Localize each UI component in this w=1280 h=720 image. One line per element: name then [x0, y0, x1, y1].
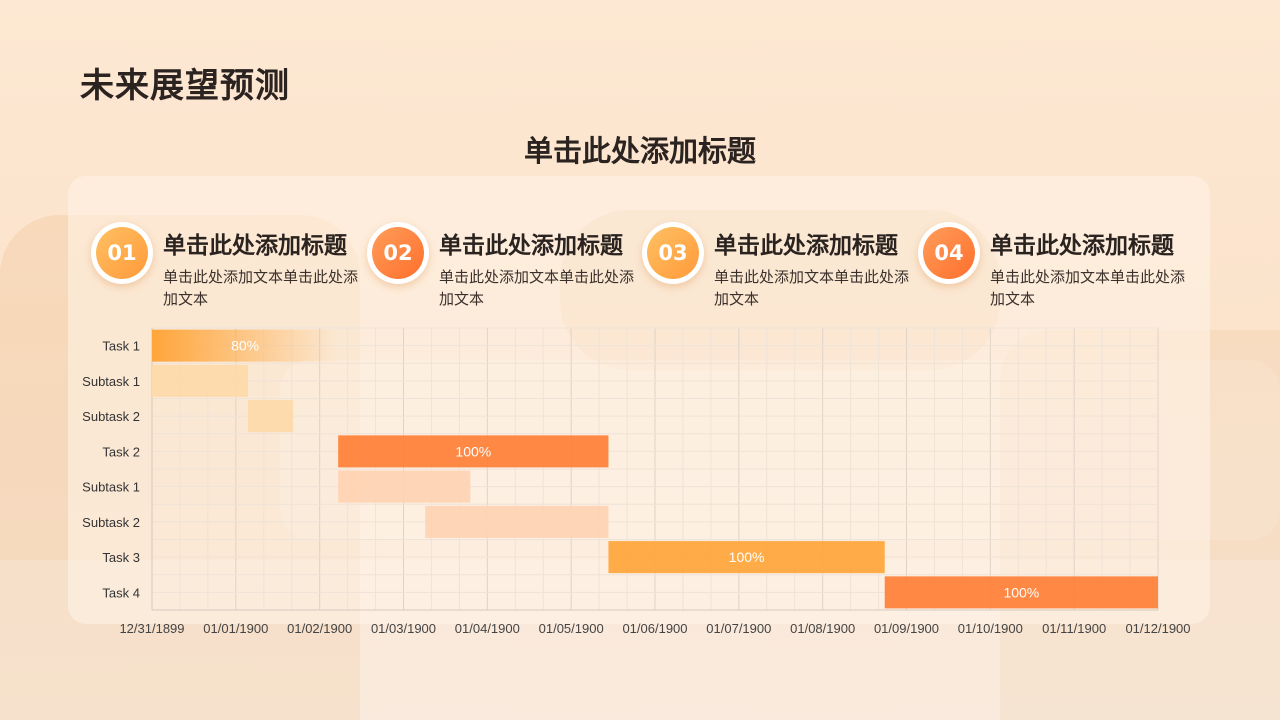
card-text: 单击此处添加文本单击此处添加文本	[990, 268, 1186, 308]
gantt-bar	[425, 505, 609, 538]
bar-progress-label: 80%	[231, 338, 259, 354]
number-badge: 02	[367, 222, 429, 284]
task-label: Subtask 2	[82, 409, 140, 424]
gantt-bar	[248, 400, 294, 433]
task-label: Task 2	[102, 444, 140, 459]
task-label: Subtask 1	[82, 480, 140, 495]
card-title: 单击此处添加标题	[714, 233, 898, 259]
number-badge: 01	[91, 222, 153, 284]
x-tick-label: 01/12/1900	[1125, 621, 1190, 636]
x-tick-label: 01/04/1900	[455, 621, 520, 636]
task-label: Subtask 2	[82, 515, 140, 530]
badge-number: 01	[96, 227, 148, 279]
badge-number: 02	[372, 227, 424, 279]
feature-card-3: 03 单击此处添加标题 单击此处添加文本单击此处添加文本	[642, 222, 912, 312]
bar-progress-label: 100%	[455, 443, 491, 459]
badge-number: 04	[923, 227, 975, 279]
x-tick-label: 01/11/1900	[1042, 621, 1106, 636]
task-label: Subtask 1	[82, 374, 140, 389]
feature-card-1: 01 单击此处添加标题 单击此处添加文本单击此处添加文本	[91, 222, 361, 312]
x-tick-label: 01/07/1900	[706, 621, 771, 636]
card-text: 单击此处添加文本单击此处添加文本	[163, 268, 359, 308]
gantt-bar	[152, 329, 339, 362]
number-badge: 04	[918, 222, 980, 284]
gantt-bar	[338, 435, 609, 468]
x-tick-label: 01/03/1900	[371, 621, 436, 636]
x-tick-label: 01/09/1900	[874, 621, 939, 636]
x-tick-label: 01/10/1900	[958, 621, 1023, 636]
card-text: 单击此处添加文本单击此处添加文本	[714, 268, 910, 308]
task-label: Task 1	[102, 339, 140, 354]
x-tick-label: 01/08/1900	[790, 621, 855, 636]
gantt-bar	[152, 364, 249, 397]
x-tick-label: 01/02/1900	[287, 621, 352, 636]
card-title: 单击此处添加标题	[439, 233, 623, 259]
section-title: 单击此处添加标题	[523, 134, 756, 168]
bar-progress-label: 100%	[1003, 584, 1039, 600]
task-label: Task 3	[102, 550, 140, 565]
feature-card-4: 04 单击此处添加标题 单击此处添加文本单击此处添加文本	[918, 222, 1188, 312]
gantt-bar	[884, 576, 1158, 609]
card-title: 单击此处添加标题	[990, 233, 1174, 259]
badge-number: 03	[647, 227, 699, 279]
gantt-bar	[338, 470, 471, 503]
x-tick-label: 01/01/1900	[203, 621, 268, 636]
feature-card-2: 02 单击此处添加标题 单击此处添加文本单击此处添加文本	[367, 222, 637, 312]
x-tick-label: 01/05/1900	[539, 621, 604, 636]
card-title: 单击此处添加标题	[163, 233, 347, 259]
x-tick-label: 12/31/1899	[119, 621, 184, 636]
bar-progress-label: 100%	[729, 549, 765, 565]
page-title: 未来展望预测	[80, 66, 290, 106]
card-text: 单击此处添加文本单击此处添加文本	[439, 268, 635, 308]
task-label: Task 4	[102, 585, 140, 600]
x-tick-label: 01/06/1900	[622, 621, 687, 636]
gantt-bar	[608, 541, 885, 574]
number-badge: 03	[642, 222, 704, 284]
